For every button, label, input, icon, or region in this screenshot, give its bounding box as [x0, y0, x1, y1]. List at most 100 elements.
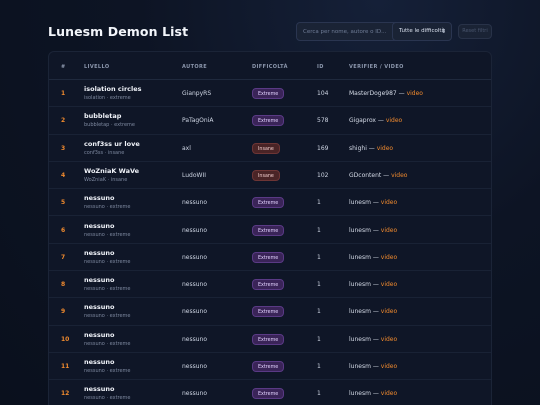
verifier-cell: lunesm — video: [349, 363, 397, 370]
video-link[interactable]: video: [376, 144, 394, 152]
rank-number: 1: [61, 90, 66, 97]
verifier-separator: —: [370, 281, 381, 289]
difficulty-badge: Extreme: [252, 361, 285, 372]
verifier-name: lunesm: [349, 199, 371, 207]
column-header-verifier: VERIFIER / VIDEO: [349, 64, 404, 70]
level-id: 1: [317, 199, 321, 207]
video-link[interactable]: video: [391, 171, 408, 179]
verifier-name: lunesm: [349, 390, 371, 398]
level-name: WoZniaK WaVe: [84, 166, 140, 175]
level-author: LudoWII: [182, 171, 206, 179]
verifier-name: GDcontent: [349, 171, 382, 179]
level-subtitle: bubbletap · extreme: [84, 122, 135, 129]
verifier-separator: —: [370, 199, 381, 207]
video-link[interactable]: video: [380, 335, 398, 343]
rank-number: 3: [61, 144, 66, 152]
table-row[interactable]: 3 conf3ss ur love conf3ss · insane axl Insan…: [49, 135, 491, 162]
level-author: nessuno: [182, 199, 208, 207]
table-row[interactable]: 12 nessuno nessuno · extreme nessuno Extreme…: [49, 380, 491, 405]
verifier-separator: —: [366, 144, 377, 152]
video-link[interactable]: video: [380, 308, 398, 316]
verifier-cell: lunesm — video: [349, 254, 397, 261]
difficulty-badge: Extreme: [252, 306, 285, 318]
difficulty-badge: Extreme: [252, 388, 285, 400]
difficulty-badge: Extreme: [252, 224, 285, 236]
verifier-cell: lunesm — video: [349, 227, 397, 234]
level-id: 169: [317, 144, 329, 152]
video-link[interactable]: video: [406, 90, 423, 97]
level-subtitle: nessuno · extreme: [84, 313, 131, 320]
level-id: 104: [317, 90, 329, 97]
level-name: nessuno: [84, 358, 115, 366]
level-subtitle: nessuno · extreme: [84, 231, 131, 238]
difficulty-select[interactable]: Tutte le difficoltà ⇕: [392, 22, 452, 41]
level-author: nessuno: [182, 281, 208, 289]
verifier-separator: —: [370, 226, 381, 234]
difficulty-badge: Extreme: [252, 115, 285, 127]
level-subtitle: conf3ss · insane: [84, 149, 125, 156]
level-name: nessuno: [84, 303, 115, 312]
table-row[interactable]: 1 isolation circles isolation · extreme Gia…: [49, 80, 491, 108]
table-row[interactable]: 10 nessuno nessuno · extreme nessuno Extreme…: [49, 326, 491, 353]
level-id: 1: [317, 335, 321, 343]
level-id: 1: [317, 281, 321, 289]
table-row[interactable]: 5 nessuno nessuno · extreme nessuno Extreme 1…: [49, 189, 491, 217]
verifier-separator: —: [370, 335, 381, 343]
table-row[interactable]: 11 nessuno nessuno · extreme nessuno Extreme…: [49, 353, 491, 381]
verifier-name: MasterDoge987: [349, 90, 397, 97]
verifier-name: lunesm: [349, 308, 371, 316]
level-name: bubbletap: [84, 112, 122, 121]
video-link[interactable]: video: [380, 390, 398, 398]
video-link[interactable]: video: [380, 226, 398, 234]
level-subtitle: nessuno · extreme: [84, 204, 131, 211]
verifier-separator: —: [396, 90, 407, 97]
table-row[interactable]: 8 nessuno nessuno · extreme nessuno Extreme 1…: [49, 271, 491, 299]
verifier-name: shighi: [349, 144, 367, 152]
rank-number: 2: [61, 117, 66, 125]
rank-number: 9: [61, 308, 66, 316]
verifier-cell: shighi — video: [349, 145, 393, 152]
verifier-name: lunesm: [349, 226, 371, 234]
level-author: nessuno: [182, 390, 208, 398]
level-author: axl: [182, 144, 191, 152]
table-row[interactable]: 2 bubbletap bubbletap · extreme PaTagOniA Ex…: [49, 107, 491, 135]
level-subtitle: nessuno · extreme: [84, 395, 131, 402]
level-subtitle: nessuno · extreme: [84, 368, 131, 374]
level-author: nessuno: [182, 335, 208, 343]
difficulty-badge: Extreme: [252, 333, 285, 345]
video-link[interactable]: video: [380, 363, 398, 370]
video-link[interactable]: video: [380, 253, 398, 261]
difficulty-badge: Extreme: [252, 251, 285, 263]
verifier-cell: Gigaprox — video: [349, 117, 402, 124]
level-id: 1: [317, 390, 321, 398]
level-author: nessuno: [182, 308, 208, 316]
video-link[interactable]: video: [385, 117, 403, 125]
level-name: conf3ss ur love: [84, 139, 140, 148]
reset-filters-button[interactable]: Reset filtri: [458, 24, 492, 39]
table-row[interactable]: 9 nessuno nessuno · extreme nessuno Extreme 1…: [49, 298, 491, 326]
level-subtitle: WoZniaK · insane: [84, 176, 128, 183]
video-link[interactable]: video: [380, 281, 398, 289]
rank-number: 12: [61, 390, 70, 398]
difficulty-badge: Extreme: [252, 88, 285, 99]
verifier-name: lunesm: [349, 253, 371, 261]
verifier-separator: —: [381, 171, 392, 179]
level-id: 1: [317, 253, 321, 261]
table-row[interactable]: 7 nessuno nessuno · extreme nessuno Extreme 1…: [49, 244, 491, 272]
table-row[interactable]: 4 WoZniaK WaVe WoZniaK · insane LudoWII Insa…: [49, 162, 491, 190]
verifier-cell: lunesm — video: [349, 281, 397, 288]
column-header-author: AUTORE: [182, 64, 208, 70]
verifier-cell: GDcontent — video: [349, 172, 407, 179]
verifier-separator: —: [370, 390, 381, 398]
level-id: 578: [317, 117, 329, 125]
level-subtitle: nessuno · extreme: [84, 286, 131, 293]
column-header-difficulty: DIFFICOLTÀ: [252, 64, 288, 70]
chevron-updown-icon: ⇕: [440, 28, 446, 35]
rank-number: 11: [61, 363, 70, 370]
table-row[interactable]: 6 nessuno nessuno · extreme nessuno Extreme 1…: [49, 217, 491, 244]
level-subtitle: nessuno · extreme: [84, 340, 131, 347]
video-link[interactable]: video: [380, 199, 398, 207]
difficulty-badge: Extreme: [252, 197, 285, 209]
verifier-cell: lunesm — video: [349, 390, 397, 397]
level-name: nessuno: [84, 194, 115, 203]
